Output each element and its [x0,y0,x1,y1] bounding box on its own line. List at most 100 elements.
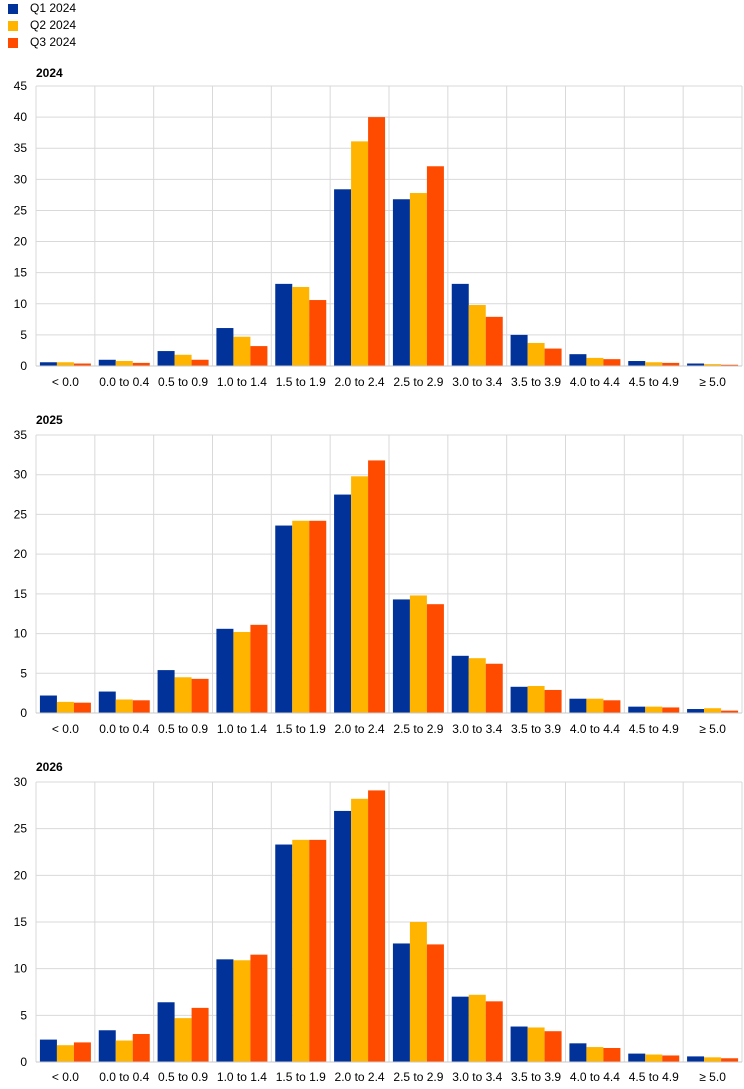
bar-q3-2024 [73,1042,91,1062]
x-tick-label: 0.5 to 0.9 [158,375,208,389]
y-tick-label: 25 [14,822,28,836]
bar-q2-2024 [468,994,486,1062]
x-tick-label: 4.5 to 4.9 [629,1070,679,1084]
bar-q1-2024 [569,698,587,713]
bar-q2-2024 [292,520,310,713]
bar-q1-2024 [334,189,352,366]
bar-q3-2024 [662,362,680,366]
bar-q1-2024 [275,525,293,713]
x-tick-label: 2.0 to 2.4 [335,1070,385,1084]
bar-q1-2024 [451,655,469,713]
bar-q2-2024 [56,701,74,713]
bar-q1-2024 [392,599,410,713]
bar-q2-2024 [351,476,369,713]
x-tick-label: 2.0 to 2.4 [335,722,385,736]
bar-q1-2024 [39,1039,57,1062]
bar-q2-2024 [704,1057,722,1062]
y-tick-label: 25 [14,507,28,521]
x-tick-label: 1.0 to 1.4 [217,722,267,736]
x-tick-label: 2.5 to 2.9 [393,722,443,736]
x-tick-label: 3.5 to 3.9 [511,1070,561,1084]
x-tick-label: 0.0 to 0.4 [99,375,149,389]
bar-q2-2024 [292,286,310,366]
bar-q1-2024 [687,363,705,366]
bar-q3-2024 [250,624,268,713]
bar-q3-2024 [426,604,444,713]
legend-swatch-q1-2024 [8,4,18,14]
bar-q2-2024 [56,362,74,366]
bar-q3-2024 [603,700,621,713]
bar-q3-2024 [191,1007,209,1062]
bar-q2-2024 [174,1018,192,1062]
x-tick-label: 0.5 to 0.9 [158,722,208,736]
bar-q3-2024 [309,300,327,366]
y-tick-label: 20 [14,868,28,882]
bar-q1-2024 [451,283,469,366]
x-tick-label: 4.5 to 4.9 [629,375,679,389]
x-tick-label: 0.5 to 0.9 [158,1070,208,1084]
bar-q3-2024 [485,1001,503,1062]
bar-q3-2024 [603,1048,621,1062]
y-tick-label: 10 [14,962,28,976]
x-tick-label: < 0.0 [52,375,79,389]
x-tick-label: 3.0 to 3.4 [452,722,502,736]
bar-q2-2024 [527,685,545,713]
bar-q1-2024 [157,670,175,713]
bar-q2-2024 [527,1027,545,1062]
bar-q1-2024 [216,328,234,366]
bar-q2-2024 [115,699,133,713]
bar-q3-2024 [662,1055,680,1062]
y-tick-label: 15 [14,587,28,601]
x-tick-label: 1.0 to 1.4 [217,375,267,389]
bar-q1-2024 [451,996,469,1062]
bar-q3-2024 [426,166,444,366]
y-tick-label: 45 [14,79,28,93]
x-tick-label: 3.0 to 3.4 [452,1070,502,1084]
bar-q3-2024 [73,363,91,366]
y-tick-label: 35 [14,141,28,155]
x-tick-label: 0.0 to 0.4 [99,722,149,736]
bar-q1-2024 [392,943,410,1062]
x-tick-label: 4.0 to 4.4 [570,1070,620,1084]
x-tick-label: 3.0 to 3.4 [452,375,502,389]
legend-swatch-q2-2024 [8,21,18,31]
x-tick-label: 1.5 to 1.9 [276,1070,326,1084]
x-tick-label: 3.5 to 3.9 [511,722,561,736]
y-tick-label: 5 [20,328,27,342]
y-tick-label: 10 [14,627,28,641]
bar-q1-2024 [39,695,57,713]
bar-q2-2024 [586,698,604,713]
bar-q1-2024 [157,1002,175,1062]
y-tick-label: 0 [20,1055,27,1069]
legend-item-q3-2024: Q3 2024 [0,35,140,54]
bar-q3-2024 [309,839,327,1062]
bar-q3-2024 [132,362,150,366]
bar-q1-2024 [628,1053,646,1062]
legend-label-q2-2024: Q2 2024 [30,18,77,32]
y-tick-label: 30 [14,775,28,789]
y-tick-label: 30 [14,172,28,186]
chart-title: 2024 [36,66,63,80]
bar-q1-2024 [98,359,116,366]
bar-q1-2024 [275,283,293,366]
bar-q2-2024 [233,960,251,1062]
bar-q2-2024 [292,839,310,1062]
bar-q3-2024 [721,1058,739,1062]
bar-q2-2024 [586,357,604,366]
bar-q3-2024 [368,790,386,1062]
bar-q3-2024 [191,359,209,366]
bar-q1-2024 [687,1056,705,1062]
bar-q2-2024 [409,922,427,1062]
bar-q1-2024 [98,1030,116,1062]
bar-q2-2024 [351,798,369,1062]
bar-q1-2024 [510,334,528,366]
x-tick-label: 2.5 to 2.9 [393,1070,443,1084]
bar-q2-2024 [704,364,722,366]
bar-q3-2024 [603,359,621,366]
legend-swatch-q3-2024 [8,38,18,48]
bar-q1-2024 [275,844,293,1062]
bar-q2-2024 [351,141,369,366]
chart-panel-2024: 2024 0 5 10 15 20 25 30 35 40 45 < 0.0 0.0 to 0.4 0.5… [14,66,743,389]
bar-q1-2024 [569,1043,587,1062]
bar-q3-2024 [544,348,562,366]
